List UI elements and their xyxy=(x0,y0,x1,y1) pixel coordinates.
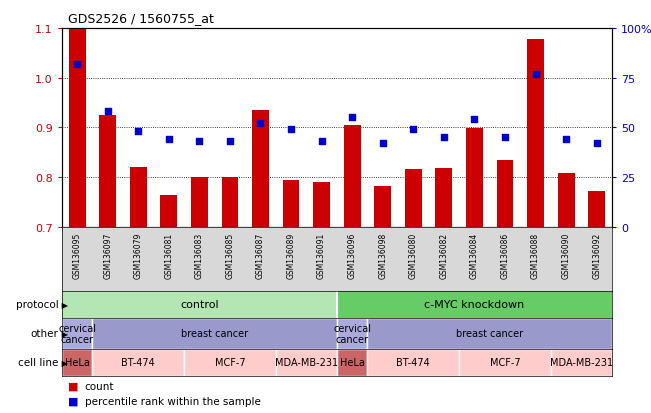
Text: GSM136097: GSM136097 xyxy=(104,232,112,278)
Point xyxy=(163,137,174,143)
Text: protocol: protocol xyxy=(16,299,59,310)
Text: MCF-7: MCF-7 xyxy=(490,357,520,368)
Point xyxy=(592,140,602,147)
Text: GSM136092: GSM136092 xyxy=(592,232,601,278)
Point xyxy=(194,139,204,145)
Point xyxy=(255,121,266,127)
Bar xyxy=(337,291,612,318)
Text: GSM136096: GSM136096 xyxy=(348,232,357,278)
Text: ■: ■ xyxy=(68,381,79,391)
Point xyxy=(225,139,235,145)
Bar xyxy=(459,349,551,376)
Bar xyxy=(160,196,177,227)
Bar xyxy=(497,160,514,227)
Text: GSM136091: GSM136091 xyxy=(317,232,326,278)
Text: BT-474: BT-474 xyxy=(396,357,430,368)
Text: other: other xyxy=(31,328,59,339)
Text: HeLa: HeLa xyxy=(340,357,365,368)
Text: GSM136095: GSM136095 xyxy=(73,232,81,278)
Point xyxy=(469,117,480,123)
Text: GSM136082: GSM136082 xyxy=(439,232,449,278)
Text: ▶: ▶ xyxy=(59,329,68,338)
Bar xyxy=(69,31,85,227)
Text: MDA-MB-231: MDA-MB-231 xyxy=(275,357,338,368)
Text: GSM136084: GSM136084 xyxy=(470,232,479,278)
Bar xyxy=(558,173,574,227)
Text: c-MYC knockdown: c-MYC knockdown xyxy=(424,299,525,310)
Point xyxy=(378,140,388,147)
Bar xyxy=(92,349,184,376)
Text: percentile rank within the sample: percentile rank within the sample xyxy=(85,396,260,406)
Text: MDA-MB-231: MDA-MB-231 xyxy=(550,357,613,368)
Text: GSM136079: GSM136079 xyxy=(133,232,143,278)
Bar xyxy=(62,291,337,318)
Bar xyxy=(62,318,92,349)
Text: cervical
cancer: cervical cancer xyxy=(58,323,96,344)
Text: GSM136083: GSM136083 xyxy=(195,232,204,278)
Bar xyxy=(527,40,544,227)
Text: GSM136081: GSM136081 xyxy=(164,232,173,278)
Bar xyxy=(313,183,330,227)
Text: breast cancer: breast cancer xyxy=(181,328,248,339)
Bar xyxy=(466,129,483,227)
Text: GSM136087: GSM136087 xyxy=(256,232,265,278)
Bar xyxy=(252,111,269,227)
Text: GSM136086: GSM136086 xyxy=(501,232,510,278)
Bar xyxy=(100,116,116,227)
Point xyxy=(72,61,82,68)
Bar xyxy=(436,168,452,227)
Text: GDS2526 / 1560755_at: GDS2526 / 1560755_at xyxy=(68,12,214,25)
Point xyxy=(531,71,541,78)
Point xyxy=(561,137,572,143)
Text: GSM136080: GSM136080 xyxy=(409,232,418,278)
Bar xyxy=(589,192,605,227)
Bar xyxy=(367,349,459,376)
Point xyxy=(408,127,419,133)
Point xyxy=(500,135,510,141)
Bar xyxy=(276,349,337,376)
Text: MCF-7: MCF-7 xyxy=(215,357,245,368)
Text: cervical
cancer: cervical cancer xyxy=(333,323,371,344)
Point xyxy=(286,127,296,133)
Text: BT-474: BT-474 xyxy=(121,357,155,368)
Text: control: control xyxy=(180,299,219,310)
Point xyxy=(316,139,327,145)
Bar xyxy=(337,318,367,349)
Bar xyxy=(374,187,391,227)
Bar xyxy=(405,169,422,227)
Bar xyxy=(337,349,367,376)
Text: GSM136088: GSM136088 xyxy=(531,232,540,278)
Bar xyxy=(130,167,146,227)
Text: GSM136090: GSM136090 xyxy=(562,232,570,278)
Text: GSM136085: GSM136085 xyxy=(225,232,234,278)
Bar xyxy=(62,349,92,376)
Text: GSM136089: GSM136089 xyxy=(286,232,296,278)
Point xyxy=(347,115,357,121)
Bar xyxy=(344,126,361,227)
Text: ▶: ▶ xyxy=(59,358,68,367)
Bar xyxy=(184,349,276,376)
Point xyxy=(133,129,143,135)
Text: breast cancer: breast cancer xyxy=(456,328,523,339)
Text: GSM136098: GSM136098 xyxy=(378,232,387,278)
Bar xyxy=(367,318,612,349)
Text: ■: ■ xyxy=(68,396,79,406)
Bar xyxy=(551,349,612,376)
Point xyxy=(102,109,113,116)
Bar xyxy=(191,178,208,227)
Text: ▶: ▶ xyxy=(59,300,68,309)
Text: cell line: cell line xyxy=(18,357,59,368)
Bar xyxy=(283,181,299,227)
Point xyxy=(439,135,449,141)
Text: HeLa: HeLa xyxy=(64,357,90,368)
Bar xyxy=(92,318,337,349)
Bar xyxy=(221,178,238,227)
Text: count: count xyxy=(85,381,114,391)
